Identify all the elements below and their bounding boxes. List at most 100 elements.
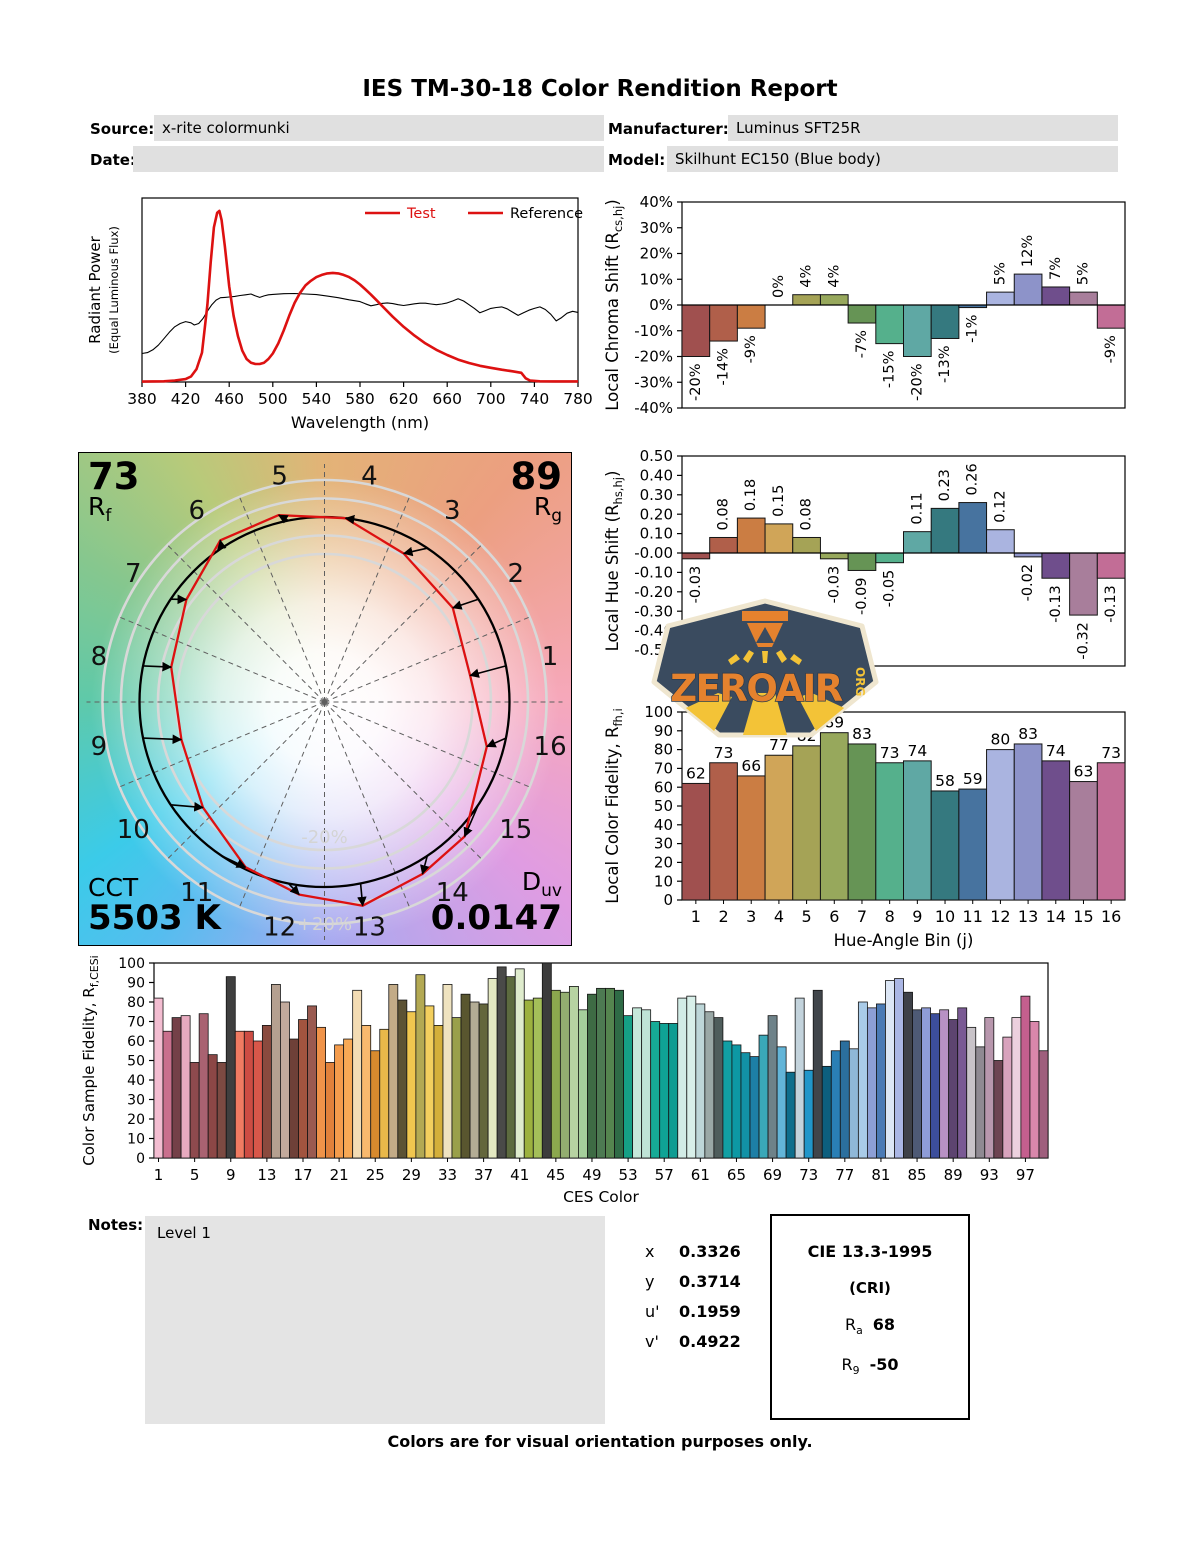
source-label: Source:: [90, 120, 155, 138]
svg-text:4%: 4%: [799, 265, 815, 288]
rg-value: 89: [510, 455, 563, 498]
svg-text:0%: 0%: [649, 296, 673, 314]
notes-box[interactable]: Level 1: [145, 1216, 605, 1424]
svg-text:59: 59: [963, 770, 983, 788]
model-label: Model:: [608, 151, 666, 169]
svg-text:620: 620: [389, 390, 419, 408]
local-hue-shift-chart: -0.50-0.40-0.30-0.20-0.10-0.000.100.200.…: [603, 447, 1126, 667]
svg-text:20: 20: [127, 1112, 145, 1128]
svg-text:-0.20: -0.20: [634, 583, 673, 601]
svg-text:-15%: -15%: [882, 351, 898, 388]
svg-text:30%: 30%: [640, 219, 673, 237]
color-vector-graphic: -20% +20% 1 2 3 4 5 6 7 8 9 10 11 12 13 14 15 16 73 Rf 89…: [78, 452, 572, 946]
svg-text:40: 40: [654, 816, 673, 834]
svg-text:20%: 20%: [640, 245, 673, 263]
svg-text:0.08: 0.08: [716, 498, 732, 530]
svg-text:0.26: 0.26: [965, 463, 981, 495]
svg-text:61: 61: [691, 1166, 710, 1184]
svg-text:-9%: -9%: [743, 335, 759, 363]
svg-text:3: 3: [444, 496, 461, 526]
model-value[interactable]: Skilhunt EC150 (Blue body): [667, 146, 1118, 172]
svg-text:2: 2: [507, 559, 524, 589]
svg-text:60: 60: [127, 1034, 145, 1050]
svg-text:77: 77: [769, 736, 789, 754]
svg-text:8: 8: [885, 907, 895, 926]
svg-text:-0.10: -0.10: [634, 564, 673, 582]
svg-text:80: 80: [654, 741, 673, 759]
svg-text:1: 1: [542, 642, 559, 672]
rf-score: 73 Rf: [88, 455, 140, 527]
svg-text:21: 21: [330, 1166, 349, 1184]
cri-subtitle: (CRI): [849, 1279, 891, 1297]
cri-r9-row: R9 -50: [841, 1355, 899, 1378]
svg-text:Hue-Angle Bin (j): Hue-Angle Bin (j): [834, 931, 974, 950]
svg-text:40: 40: [127, 1073, 145, 1089]
svg-text:83: 83: [852, 725, 872, 743]
svg-text:77: 77: [835, 1166, 854, 1184]
svg-text:-20%: -20%: [301, 827, 348, 848]
svg-text:73: 73: [714, 744, 734, 762]
svg-text:0.15: 0.15: [771, 485, 787, 517]
svg-text:15: 15: [499, 815, 532, 845]
svg-text:12: 12: [990, 907, 1010, 926]
manufacturer-value[interactable]: Luminus SFT25R: [728, 115, 1118, 141]
logo-wordmark: ZEROAIR: [670, 667, 842, 710]
svg-text:10: 10: [654, 872, 673, 890]
svg-text:60: 60: [654, 778, 673, 796]
svg-text:5: 5: [802, 907, 812, 926]
svg-text:9: 9: [912, 907, 922, 926]
svg-text:0.50: 0.50: [640, 447, 673, 465]
svg-text:8: 8: [91, 642, 108, 672]
duv-label: Duv: [521, 867, 562, 902]
svg-text:63: 63: [1074, 763, 1094, 781]
svg-text:10%: 10%: [640, 270, 673, 288]
svg-text:5: 5: [190, 1166, 200, 1184]
source-value[interactable]: x-rite colormunki: [154, 115, 604, 141]
cri-box: CIE 13.3-1995 (CRI) Ra 68 R9 -50: [770, 1214, 970, 1420]
svg-text:11: 11: [963, 907, 983, 926]
svg-text:1: 1: [691, 907, 701, 926]
svg-text:100: 100: [644, 703, 673, 721]
svg-text:-0.03: -0.03: [688, 566, 704, 604]
svg-text:25: 25: [366, 1166, 385, 1184]
cct-label: CCT: [88, 873, 139, 903]
local-chroma-shift-chart: -40% -30% -20% -10% 0% 10% 20% 30% 40% Local Chro…: [603, 193, 1126, 417]
svg-text:13: 13: [353, 913, 386, 943]
date-label: Date:: [90, 151, 136, 169]
logo-org-text: ORG: [853, 667, 867, 696]
svg-text:Radiant Power: Radiant Power: [86, 235, 104, 344]
svg-text:-14%: -14%: [716, 348, 732, 385]
svg-text:(Equal Luminous Flux): (Equal Luminous Flux): [107, 226, 121, 354]
svg-text:74: 74: [1046, 742, 1066, 760]
svg-text:660: 660: [432, 390, 462, 408]
svg-text:0.12: 0.12: [992, 490, 1008, 522]
svg-text:+20%: +20%: [297, 914, 352, 935]
rf-value: 73: [88, 455, 140, 498]
svg-text:90: 90: [127, 975, 145, 991]
svg-text:-30%: -30%: [634, 373, 673, 391]
svg-text:-10%: -10%: [634, 322, 673, 340]
svg-text:2: 2: [718, 907, 728, 926]
svg-text:80: 80: [127, 995, 145, 1011]
svg-text:4: 4: [361, 461, 378, 491]
svg-text:-0.05: -0.05: [882, 570, 898, 608]
svg-text:-0.09: -0.09: [854, 577, 870, 615]
svg-text:Local Color Fidelity, Rfh,i: Local Color Fidelity, Rfh,i: [603, 708, 625, 903]
svg-text:-0.00: -0.00: [634, 544, 673, 562]
spectral-power-chart: 380 420 460 500 540 580 620 660 700 740 780 Wavelen…: [86, 197, 593, 432]
svg-text:65: 65: [727, 1166, 746, 1184]
svg-text:12: 12: [263, 913, 296, 943]
svg-text:16: 16: [534, 732, 567, 762]
svg-text:Reference: Reference: [510, 206, 583, 222]
svg-text:460: 460: [214, 390, 244, 408]
manufacturer-label: Manufacturer:: [608, 120, 729, 138]
date-value[interactable]: [133, 146, 604, 172]
svg-text:66: 66: [741, 757, 761, 775]
svg-text:15: 15: [1073, 907, 1093, 926]
cct-value: 5503 K: [88, 898, 221, 939]
svg-text:85: 85: [908, 1166, 927, 1184]
notes-label: Notes:: [88, 1216, 144, 1234]
duv-score: Duv 0.0147: [431, 869, 562, 937]
footer-note: Colors are for visual orientation purpos…: [387, 1432, 813, 1451]
